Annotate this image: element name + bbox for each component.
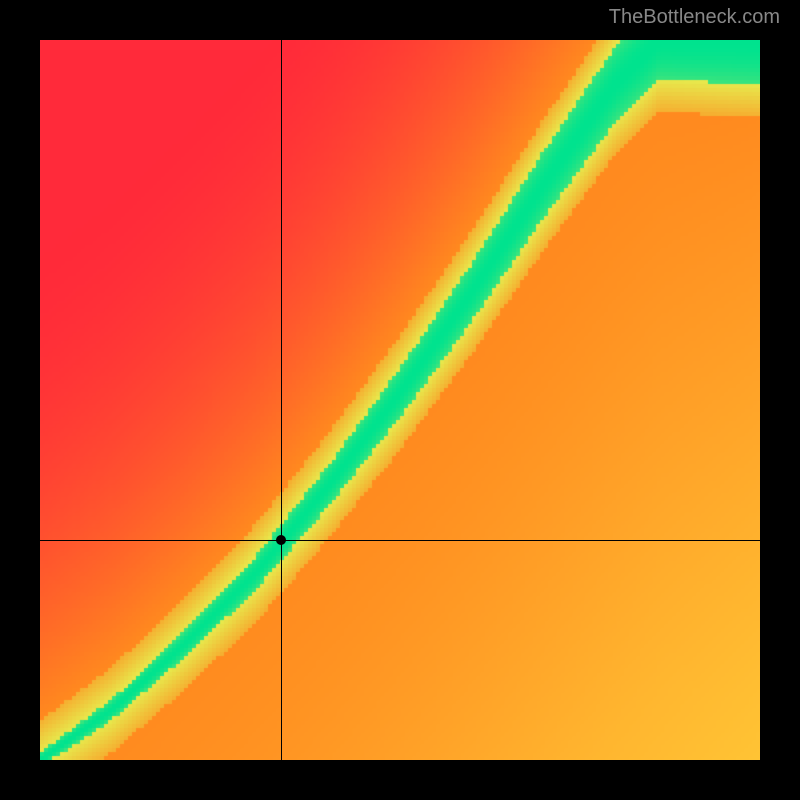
crosshair-marker bbox=[276, 535, 286, 545]
crosshair-horizontal bbox=[40, 540, 760, 541]
plot-area bbox=[40, 40, 760, 760]
crosshair-vertical bbox=[281, 40, 282, 760]
heatmap-canvas bbox=[40, 40, 760, 760]
watermark-text: TheBottleneck.com bbox=[609, 6, 780, 29]
